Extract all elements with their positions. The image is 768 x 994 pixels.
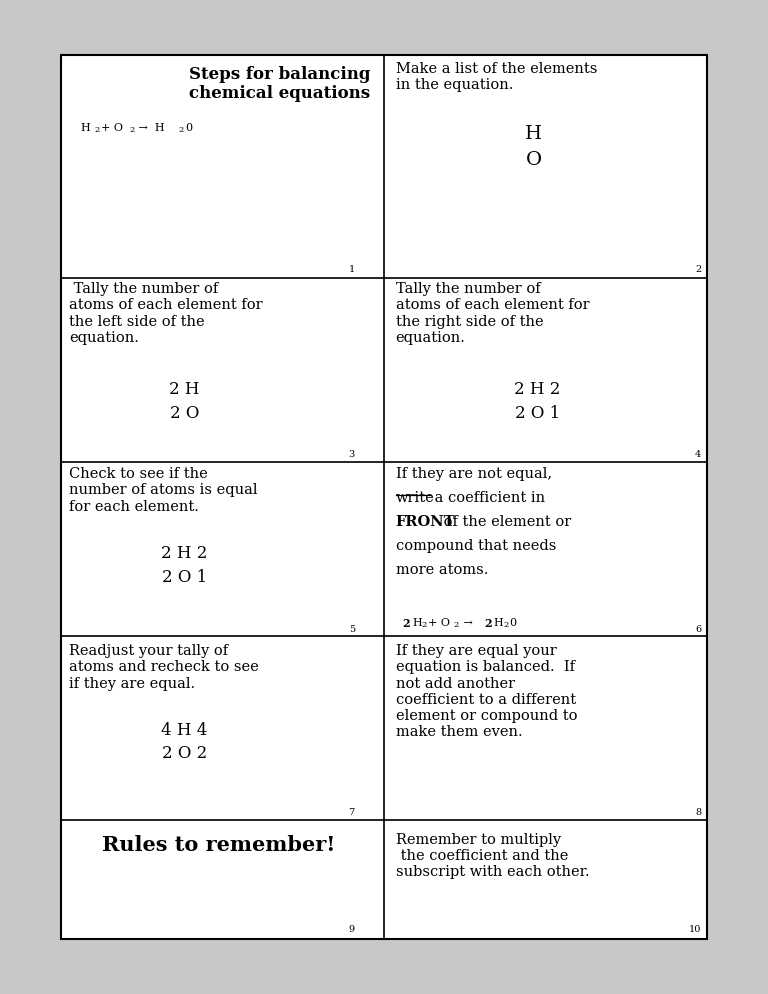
Text: Remember to multiply
 the coefficient and the
subscript with each other.: Remember to multiply the coefficient and… bbox=[396, 833, 589, 880]
Text: 2: 2 bbox=[695, 265, 701, 274]
Text: 0: 0 bbox=[509, 618, 516, 628]
Text: of the element or: of the element or bbox=[439, 515, 571, 529]
Text: 8: 8 bbox=[695, 808, 701, 817]
Text: + O: + O bbox=[101, 123, 123, 133]
Text: Check to see if the
number of atoms is equal
for each element.: Check to see if the number of atoms is e… bbox=[69, 467, 257, 514]
Text: Make a list of the elements
in the equation.: Make a list of the elements in the equat… bbox=[396, 62, 597, 91]
Text: compound that needs: compound that needs bbox=[396, 539, 556, 553]
Text: FRONT: FRONT bbox=[396, 515, 455, 529]
Text: O: O bbox=[526, 151, 541, 169]
Text: 2 O 1: 2 O 1 bbox=[162, 569, 207, 585]
Text: 2: 2 bbox=[402, 618, 410, 629]
Text: 2 O: 2 O bbox=[170, 405, 199, 421]
Text: Tally the number of
atoms of each element for
the right side of the
equation.: Tally the number of atoms of each elemen… bbox=[396, 282, 589, 345]
Bar bbox=[61, 55, 707, 939]
Text: 4: 4 bbox=[695, 450, 701, 459]
Text: 2: 2 bbox=[94, 126, 100, 134]
Text: 2: 2 bbox=[179, 126, 184, 134]
Text: 2 H: 2 H bbox=[169, 381, 200, 398]
Text: 4 H 4: 4 H 4 bbox=[161, 722, 207, 739]
Text: 2 O 2: 2 O 2 bbox=[162, 746, 207, 762]
Text: 9: 9 bbox=[349, 925, 355, 934]
Text: 1: 1 bbox=[349, 265, 355, 274]
Text: 3: 3 bbox=[349, 450, 355, 459]
Text: 2: 2 bbox=[454, 621, 459, 629]
Text: 0: 0 bbox=[185, 123, 192, 133]
Text: Tally the number of
atoms of each element for
the left side of the
equation.: Tally the number of atoms of each elemen… bbox=[69, 282, 263, 345]
Text: write: write bbox=[396, 491, 434, 505]
Text: →  H: → H bbox=[135, 123, 165, 133]
Text: 10: 10 bbox=[689, 925, 701, 934]
Text: 6: 6 bbox=[695, 625, 701, 634]
Text: →: → bbox=[460, 618, 480, 628]
Text: Rules to remember!: Rules to remember! bbox=[102, 835, 336, 855]
Text: 2 O 1: 2 O 1 bbox=[515, 405, 560, 421]
Text: 2: 2 bbox=[503, 621, 508, 629]
Text: 5: 5 bbox=[349, 625, 355, 634]
Text: If they are equal your
equation is balanced.  If
not add another
coefficient to : If they are equal your equation is balan… bbox=[396, 644, 577, 740]
Text: more atoms.: more atoms. bbox=[396, 563, 488, 577]
Text: + O: + O bbox=[428, 618, 450, 628]
Text: Steps for balancing
chemical equations: Steps for balancing chemical equations bbox=[189, 66, 370, 102]
Text: 2: 2 bbox=[422, 621, 427, 629]
Text: H: H bbox=[81, 123, 91, 133]
Text: 7: 7 bbox=[349, 808, 355, 817]
Text: 2 H 2: 2 H 2 bbox=[515, 381, 561, 398]
Text: 2 H 2: 2 H 2 bbox=[161, 545, 207, 562]
Text: H: H bbox=[525, 125, 542, 143]
Text: Readjust your tally of
atoms and recheck to see
if they are equal.: Readjust your tally of atoms and recheck… bbox=[69, 644, 259, 691]
Text: H: H bbox=[412, 618, 422, 628]
Text: 2: 2 bbox=[485, 618, 492, 629]
Text: a coefficient in: a coefficient in bbox=[430, 491, 545, 505]
Text: If they are not equal,: If they are not equal, bbox=[396, 467, 551, 481]
Text: H: H bbox=[494, 618, 504, 628]
Text: 2: 2 bbox=[129, 126, 134, 134]
